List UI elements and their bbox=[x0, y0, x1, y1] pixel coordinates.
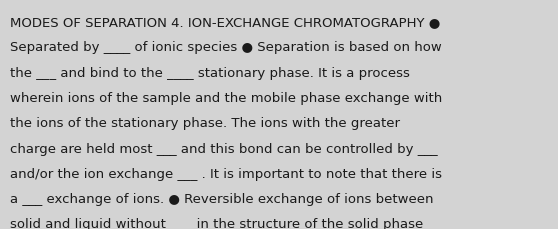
Text: charge are held most ___ and this bond can be controlled by ___: charge are held most ___ and this bond c… bbox=[10, 142, 437, 155]
Text: wherein ions of the sample and the mobile phase exchange with: wherein ions of the sample and the mobil… bbox=[10, 92, 442, 105]
Text: and/or the ion exchange ___ . It is important to note that there is: and/or the ion exchange ___ . It is impo… bbox=[10, 167, 442, 180]
Text: Separated by ____ of ionic species ● Separation is based on how: Separated by ____ of ionic species ● Sep… bbox=[10, 41, 442, 54]
Text: the ___ and bind to the ____ stationary phase. It is a process: the ___ and bind to the ____ stationary … bbox=[10, 66, 410, 79]
Text: solid and liquid without____ in the structure of the solid phase: solid and liquid without____ in the stru… bbox=[10, 218, 424, 229]
Text: MODES OF SEPARATION 4. ION-EXCHANGE CHROMATOGRAPHY ●: MODES OF SEPARATION 4. ION-EXCHANGE CHRO… bbox=[10, 16, 440, 29]
Text: the ions of the stationary phase. The ions with the greater: the ions of the stationary phase. The io… bbox=[10, 117, 400, 130]
Text: a ___ exchange of ions. ● Reversible exchange of ions between: a ___ exchange of ions. ● Reversible exc… bbox=[10, 192, 434, 205]
